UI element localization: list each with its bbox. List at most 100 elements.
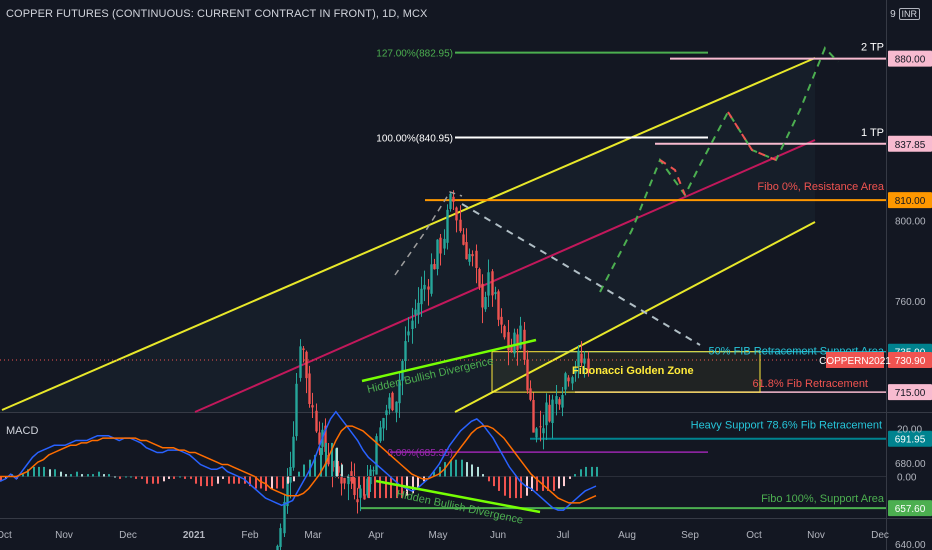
golden-zone-box[interactable] <box>491 351 761 393</box>
macd-histogram-bar <box>390 476 392 499</box>
currency-indicator[interactable]: 9 INR <box>890 8 920 20</box>
macd-histogram-bar <box>466 462 468 477</box>
candle-body <box>465 242 468 260</box>
candle-body <box>372 470 375 472</box>
fib-level-label: 127.00%(882.95) <box>376 49 453 60</box>
macd-histogram-bar <box>417 476 419 489</box>
candle-body <box>539 426 542 428</box>
candle-body <box>580 353 583 363</box>
macd-histogram-bar <box>515 476 517 499</box>
candle-body <box>423 284 426 290</box>
price-tick-label: 800.00 <box>895 216 926 227</box>
candle-body <box>523 329 526 360</box>
candle-body <box>529 388 532 400</box>
macd-pane-label: MACD <box>6 425 39 437</box>
candle-body <box>497 291 500 320</box>
macd-histogram-bar <box>190 476 192 479</box>
candle-body <box>398 379 401 404</box>
macd-histogram-bar <box>385 476 387 499</box>
candle-body <box>385 410 388 416</box>
candle-body <box>542 428 545 434</box>
candle-body <box>305 351 308 379</box>
time-tick-label: Apr <box>368 530 384 541</box>
candle-body <box>532 399 535 433</box>
candle-body <box>343 478 346 484</box>
currency-badge: INR <box>898 8 920 20</box>
candle-body <box>414 309 417 315</box>
candle-body <box>276 545 279 550</box>
candle-body <box>516 334 519 350</box>
candle-body <box>468 254 471 262</box>
projection-pullback-1-line <box>659 159 686 196</box>
macd-histogram-bar <box>542 476 544 491</box>
macd-histogram-bar <box>477 466 479 477</box>
macd-histogram-bar <box>125 476 127 478</box>
candle-body <box>487 272 490 296</box>
candle-body <box>407 331 410 336</box>
candle-body <box>443 238 446 249</box>
currency-prefix: 9 <box>890 9 896 20</box>
candle-body <box>292 436 295 468</box>
candle-body <box>289 466 292 483</box>
macd-histogram-bar <box>520 476 522 499</box>
candle-body <box>507 332 510 351</box>
time-tick-label: Sep <box>681 530 699 541</box>
candle-body <box>375 436 378 475</box>
candle-body <box>555 396 558 404</box>
candle-body <box>459 219 462 232</box>
price-badge-label: 837.85 <box>895 140 926 151</box>
candle-body <box>439 237 442 254</box>
macd-histogram-bar <box>580 469 582 477</box>
candle-body <box>302 348 305 350</box>
macd-histogram-bar <box>119 476 121 479</box>
candle-body <box>535 428 538 438</box>
macd-histogram-bar <box>287 476 289 484</box>
macd-histogram-bar <box>33 466 35 477</box>
macd-histogram-bar <box>282 476 284 489</box>
divergence-macd-line <box>375 479 541 514</box>
candle-body <box>571 377 574 384</box>
macd-histogram-bar <box>114 476 116 478</box>
price-badge <box>888 351 932 368</box>
target-label: 1 TP <box>861 127 884 139</box>
candle-body <box>356 499 359 503</box>
macd-histogram-bar <box>547 476 549 491</box>
price-badge <box>888 135 932 152</box>
price-badge <box>888 192 932 209</box>
macd-histogram-bar <box>38 466 40 477</box>
candle-body <box>363 494 366 500</box>
time-tick-label: May <box>429 530 448 541</box>
candle-body <box>299 346 302 378</box>
chart-title: COPPER FUTURES (CONTINUOUS: CURRENT CONT… <box>6 8 428 20</box>
macd-histogram-bar <box>504 476 506 496</box>
candle-body <box>548 404 551 422</box>
time-tick-label: Nov <box>55 530 73 541</box>
macd-histogram-bar <box>92 474 94 477</box>
macd-histogram-bar <box>238 476 240 484</box>
macd-histogram-bar <box>195 476 197 484</box>
macd-histogram-bar <box>298 471 300 477</box>
golden-zone-label: Fibonacci Golden Zone <box>572 365 694 377</box>
candle-body <box>545 402 548 426</box>
macd-histogram-bar <box>222 476 224 479</box>
candle-body <box>462 234 465 245</box>
candle-body <box>449 193 452 209</box>
price-badge-label: 657.60 <box>895 504 926 515</box>
candle-body <box>427 286 430 290</box>
symbol-badge-label: COPPERN2021 <box>819 356 891 367</box>
macd-histogram-bar <box>536 476 538 491</box>
price-badge <box>888 500 932 517</box>
candle-body <box>295 383 298 437</box>
price-badge <box>888 384 932 401</box>
macd-histogram-bar <box>157 476 159 484</box>
macd-histogram-bar <box>65 474 67 477</box>
macd-histogram-bar <box>152 476 154 484</box>
channel-mid-line <box>194 139 816 413</box>
macd-histogram-bar <box>352 476 354 484</box>
macd-histogram-bar <box>200 476 202 487</box>
macd-histogram-bar <box>211 476 213 487</box>
candle-body <box>484 296 487 310</box>
macd-tick-label: 0.00 <box>897 473 917 484</box>
candle-body <box>510 345 513 352</box>
